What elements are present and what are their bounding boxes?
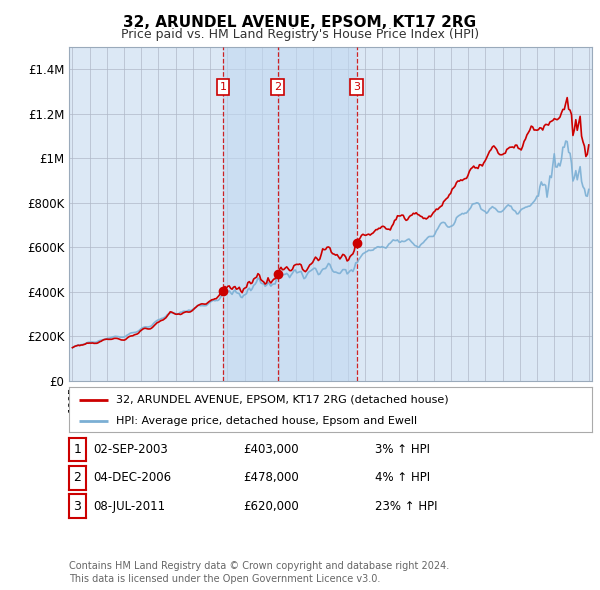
Text: 4% ↑ HPI: 4% ↑ HPI (375, 471, 430, 484)
Text: 23% ↑ HPI: 23% ↑ HPI (375, 500, 437, 513)
Text: 02-SEP-2003: 02-SEP-2003 (93, 443, 168, 456)
Text: 3% ↑ HPI: 3% ↑ HPI (375, 443, 430, 456)
Bar (278, 47, 356, 381)
Text: 04-DEC-2006: 04-DEC-2006 (93, 471, 171, 484)
Text: £620,000: £620,000 (243, 500, 299, 513)
Text: 1: 1 (73, 443, 82, 456)
Text: 2: 2 (274, 82, 281, 92)
Text: HPI: Average price, detached house, Epsom and Ewell: HPI: Average price, detached house, Epso… (116, 416, 417, 425)
Text: 3: 3 (353, 82, 360, 92)
Text: 3: 3 (73, 500, 82, 513)
Text: 32, ARUNDEL AVENUE, EPSOM, KT17 2RG (detached house): 32, ARUNDEL AVENUE, EPSOM, KT17 2RG (det… (116, 395, 449, 405)
Text: 08-JUL-2011: 08-JUL-2011 (93, 500, 165, 513)
Text: 32, ARUNDEL AVENUE, EPSOM, KT17 2RG: 32, ARUNDEL AVENUE, EPSOM, KT17 2RG (124, 15, 476, 30)
Text: Contains HM Land Registry data © Crown copyright and database right 2024.
This d: Contains HM Land Registry data © Crown c… (69, 561, 449, 584)
Text: 1: 1 (220, 82, 227, 92)
Text: £478,000: £478,000 (243, 471, 299, 484)
Bar (223, 47, 278, 381)
Text: £403,000: £403,000 (243, 443, 299, 456)
Text: 2: 2 (73, 471, 82, 484)
Text: Price paid vs. HM Land Registry's House Price Index (HPI): Price paid vs. HM Land Registry's House … (121, 28, 479, 41)
